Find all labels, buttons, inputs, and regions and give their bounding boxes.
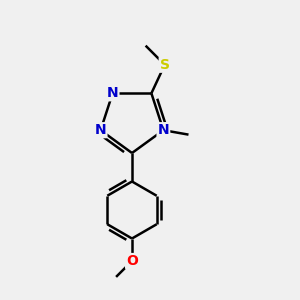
Text: N: N — [158, 123, 169, 137]
Text: N: N — [95, 123, 106, 137]
Text: N: N — [107, 86, 118, 100]
Text: O: O — [126, 254, 138, 268]
Text: S: S — [160, 58, 170, 72]
